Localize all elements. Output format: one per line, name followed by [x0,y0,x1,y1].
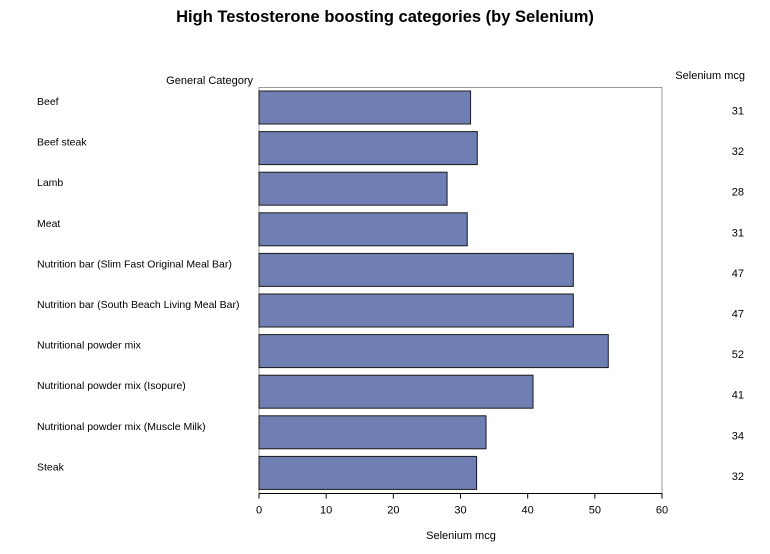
value-label: 32 [732,146,744,158]
bar [258,90,472,125]
category-label: Nutrition bar (South Beach Living Meal B… [37,299,240,311]
x-axis: 0 10 20 30 40 50 60 [256,493,668,517]
x-tick-label: 10 [320,505,332,517]
x-axis-label: Selenium mcg [426,530,496,542]
category-labels: Beef Beef steak Lamb Meat Nutrition bar (Sli… [37,96,240,473]
x-tick-label: 30 [454,505,466,517]
category-label: Beef [37,96,59,108]
category-label: Nutritional powder mix (Isopure) [37,380,186,392]
bar [258,334,609,369]
x-tick-label: 50 [589,505,601,517]
chart-title: High Testosterone boosting categories (b… [176,8,594,26]
value-label: 47 [732,309,744,321]
value-label: 31 [732,227,744,239]
value-label: 28 [732,187,744,199]
category-label: Nutritional powder mix [37,340,142,352]
value-header: Selenium mcg [675,70,745,82]
bar [258,415,487,450]
value-label: 41 [732,390,744,402]
category-label: Steak [37,461,65,473]
bar [258,131,478,166]
value-label: 52 [732,349,744,361]
category-label: Nutritional powder mix (Muscle Milk) [37,421,206,433]
bar [258,252,574,287]
x-tick-label: 0 [256,505,262,517]
bars-layer [258,90,609,490]
category-label: Meat [37,218,60,230]
category-label: Beef steak [37,137,87,149]
x-tick-label: 20 [387,505,399,517]
category-label: Lamb [37,177,63,189]
value-label: 47 [732,268,744,280]
bar [258,293,574,328]
value-label: 34 [732,430,744,442]
value-label: 31 [732,106,744,118]
bar [258,212,468,247]
x-tick-label: 60 [656,505,668,517]
category-label: Nutrition bar (Slim Fast Original Meal B… [37,258,232,270]
bar [258,171,448,206]
category-header: General Category [166,75,253,87]
value-label: 32 [732,471,744,483]
x-tick-label: 40 [522,505,534,517]
value-labels: 31 32 28 31 47 47 52 41 34 32 [732,106,744,483]
bar [258,374,534,409]
bar [258,455,478,490]
